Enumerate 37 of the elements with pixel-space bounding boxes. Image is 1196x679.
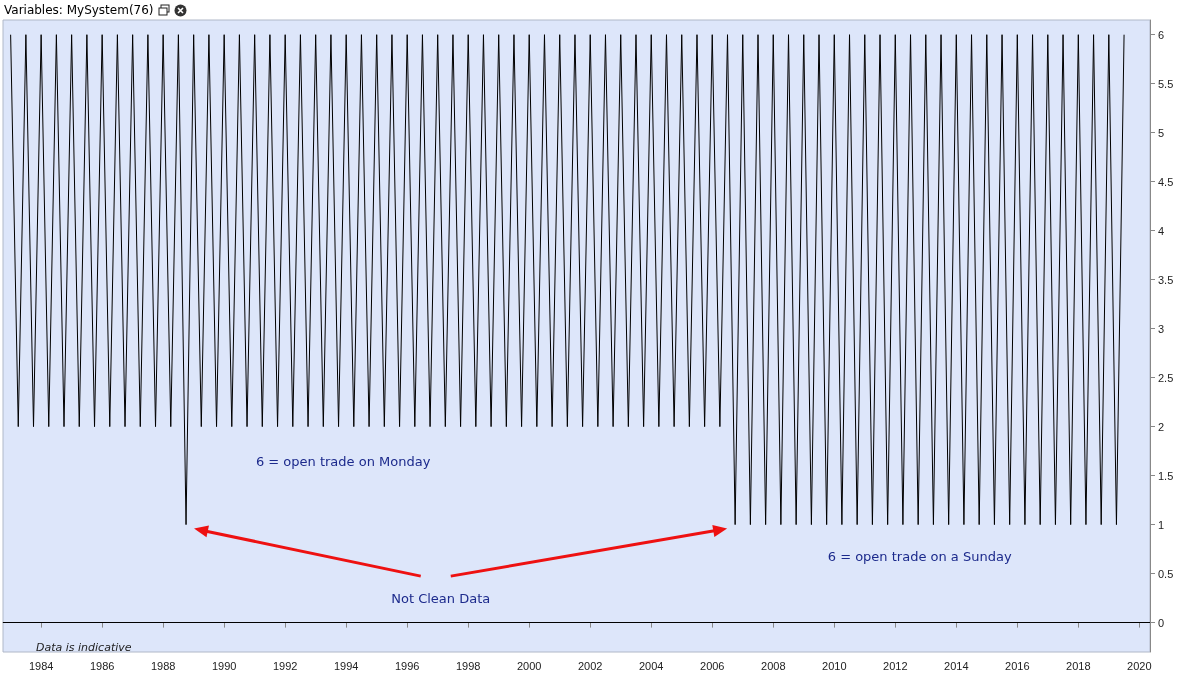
x-tick-label: 2012 (883, 659, 908, 672)
x-tick-label: 2020 (1127, 659, 1152, 672)
x-tick-label: 2014 (944, 659, 969, 672)
x-tick-label: 2010 (822, 659, 847, 672)
x-tick-label: 2000 (516, 659, 542, 672)
chart-title: Variables: MySystem(76) (4, 3, 154, 17)
x-tick-label: 1996 (394, 659, 420, 672)
annotation: Data is indicative (36, 641, 132, 654)
x-tick-label: 1992 (272, 659, 298, 672)
annotation: 6 = open trade on Monday (255, 453, 431, 469)
y-tick-label: 3.5 (1158, 273, 1174, 286)
x-tick-label: 1998 (455, 659, 481, 672)
y-tick-label: 1 (1158, 518, 1165, 531)
y-tick-label: 0.5 (1158, 567, 1174, 580)
x-tick-label: 2008 (761, 659, 786, 672)
y-tick-label: 5.5 (1158, 77, 1174, 90)
y-tick-label: 5 (1158, 126, 1165, 139)
x-tick-label: 2004 (639, 659, 664, 672)
y-tick-label: 1.5 (1158, 469, 1174, 482)
x-tick-label: 2002 (577, 659, 603, 672)
y-tick-label: 0 (1158, 616, 1165, 629)
y-tick-label: 4.5 (1158, 175, 1174, 188)
annotation: 6 = open trade on a Sunday (827, 548, 1012, 564)
y-tick-label: 2.5 (1158, 371, 1174, 384)
y-tick-label: 3 (1158, 322, 1165, 335)
x-tick-label: 1990 (211, 659, 237, 672)
x-tick-label: 1988 (150, 659, 176, 672)
x-tick-label: 1984 (28, 659, 54, 672)
y-tick-label: 4 (1158, 224, 1165, 237)
x-tick-label: 1994 (333, 659, 359, 672)
y-tick-label: 6 (1158, 28, 1165, 41)
annotation: Not Clean Data (391, 591, 491, 607)
x-tick-label: 1986 (89, 659, 115, 672)
x-tick-label: 2016 (1005, 659, 1030, 672)
y-tick-label: 2 (1158, 420, 1165, 433)
x-tick-label: 2006 (700, 659, 725, 672)
x-tick-label: 2018 (1066, 659, 1091, 672)
